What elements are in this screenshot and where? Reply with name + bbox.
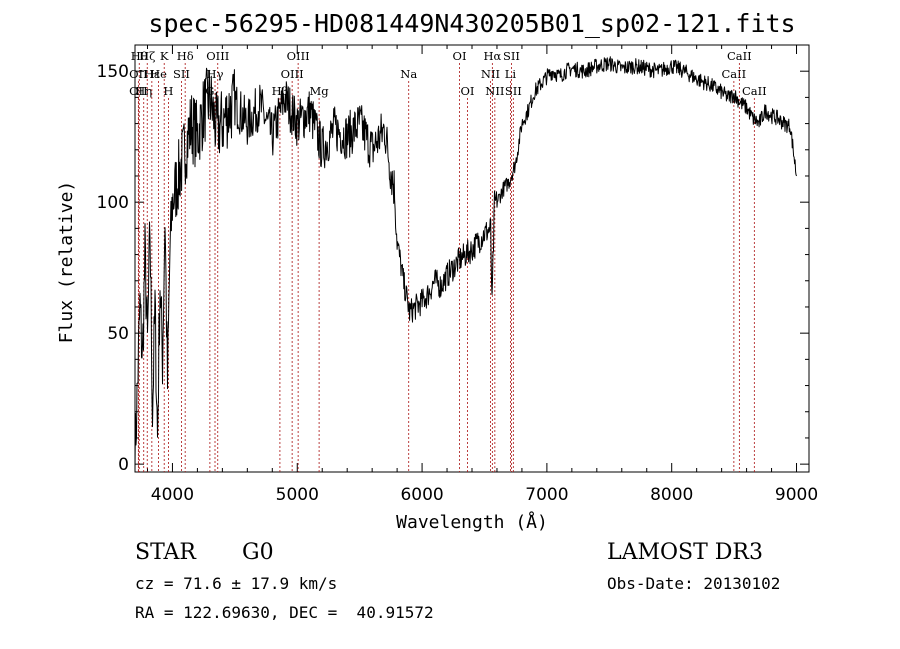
spectrum-line (134, 56, 797, 470)
spectral-line-label: Hβ (272, 84, 289, 98)
spectral-line-label: Hθ (131, 49, 148, 63)
y-tick-label: 50 (107, 324, 129, 344)
spectral-line-label: K (160, 49, 169, 63)
survey-name: LAMOST DR3 (607, 540, 763, 565)
chart-title: spec-56295-HD081449N430205B01_sp02-121.f… (148, 9, 795, 38)
spectral-line-label: OI (461, 84, 475, 98)
spectral-line-label: Hε (144, 67, 160, 81)
x-tick-label: 8000 (650, 485, 693, 505)
spectral-line-label: OII (129, 67, 148, 81)
spectral-line-label: OI (453, 49, 467, 63)
y-axis-label: Flux (relative) (56, 181, 77, 344)
spectral-line-label: OII (129, 84, 148, 98)
spectral-line-label: OIII (281, 67, 304, 81)
spectral-line-label: CaII (727, 49, 752, 63)
spectral-line-label: OIII (287, 49, 310, 63)
spectral-line-label: SII (173, 67, 190, 81)
spectral-line-label: CaII (742, 84, 767, 98)
x-tick-label: 6000 (400, 485, 443, 505)
spectral-line-label: Hζ (139, 49, 155, 63)
spectral-line-label: Hδ (177, 49, 194, 63)
coordinates-readout: RA = 122.69630, DEC = 40.91572 (135, 603, 434, 622)
spectral-line-label: Na (400, 67, 417, 81)
y-tick-label: 0 (118, 455, 129, 475)
spectral-line-label: NII (481, 67, 500, 81)
spectral-line-label: Mg (310, 84, 330, 98)
spectral-line-label: Hα (483, 49, 501, 63)
y-tick-label: 150 (97, 62, 129, 82)
spectral-line-label: CaII (721, 67, 746, 81)
spectral-line-label: H (163, 84, 173, 98)
x-tick-label: 7000 (525, 485, 568, 505)
spectral-line-label: SII (503, 49, 520, 63)
x-tick-label: 9000 (775, 485, 818, 505)
y-tick-label: 100 (97, 193, 129, 213)
spectral-line-label: Hη (135, 84, 152, 98)
spectral-line-label: SII (505, 84, 522, 98)
spectral-line-label: OIII (206, 49, 229, 63)
x-axis-label: Wavelength (Å) (396, 511, 548, 533)
x-tick-label: 4000 (151, 485, 194, 505)
x-tick-label: 5000 (276, 485, 319, 505)
observation-date: Obs-Date: 20130102 (607, 574, 781, 593)
spectral-line-label: Li (505, 67, 517, 81)
velocity-readout: cz = 71.6 ± 17.9 km/s (135, 574, 338, 593)
spectral-line-label: NII (485, 84, 504, 98)
object-type: STAR (135, 540, 196, 565)
spectral-subclass: G0 (242, 540, 274, 565)
spectral-line-label: He (150, 67, 167, 81)
